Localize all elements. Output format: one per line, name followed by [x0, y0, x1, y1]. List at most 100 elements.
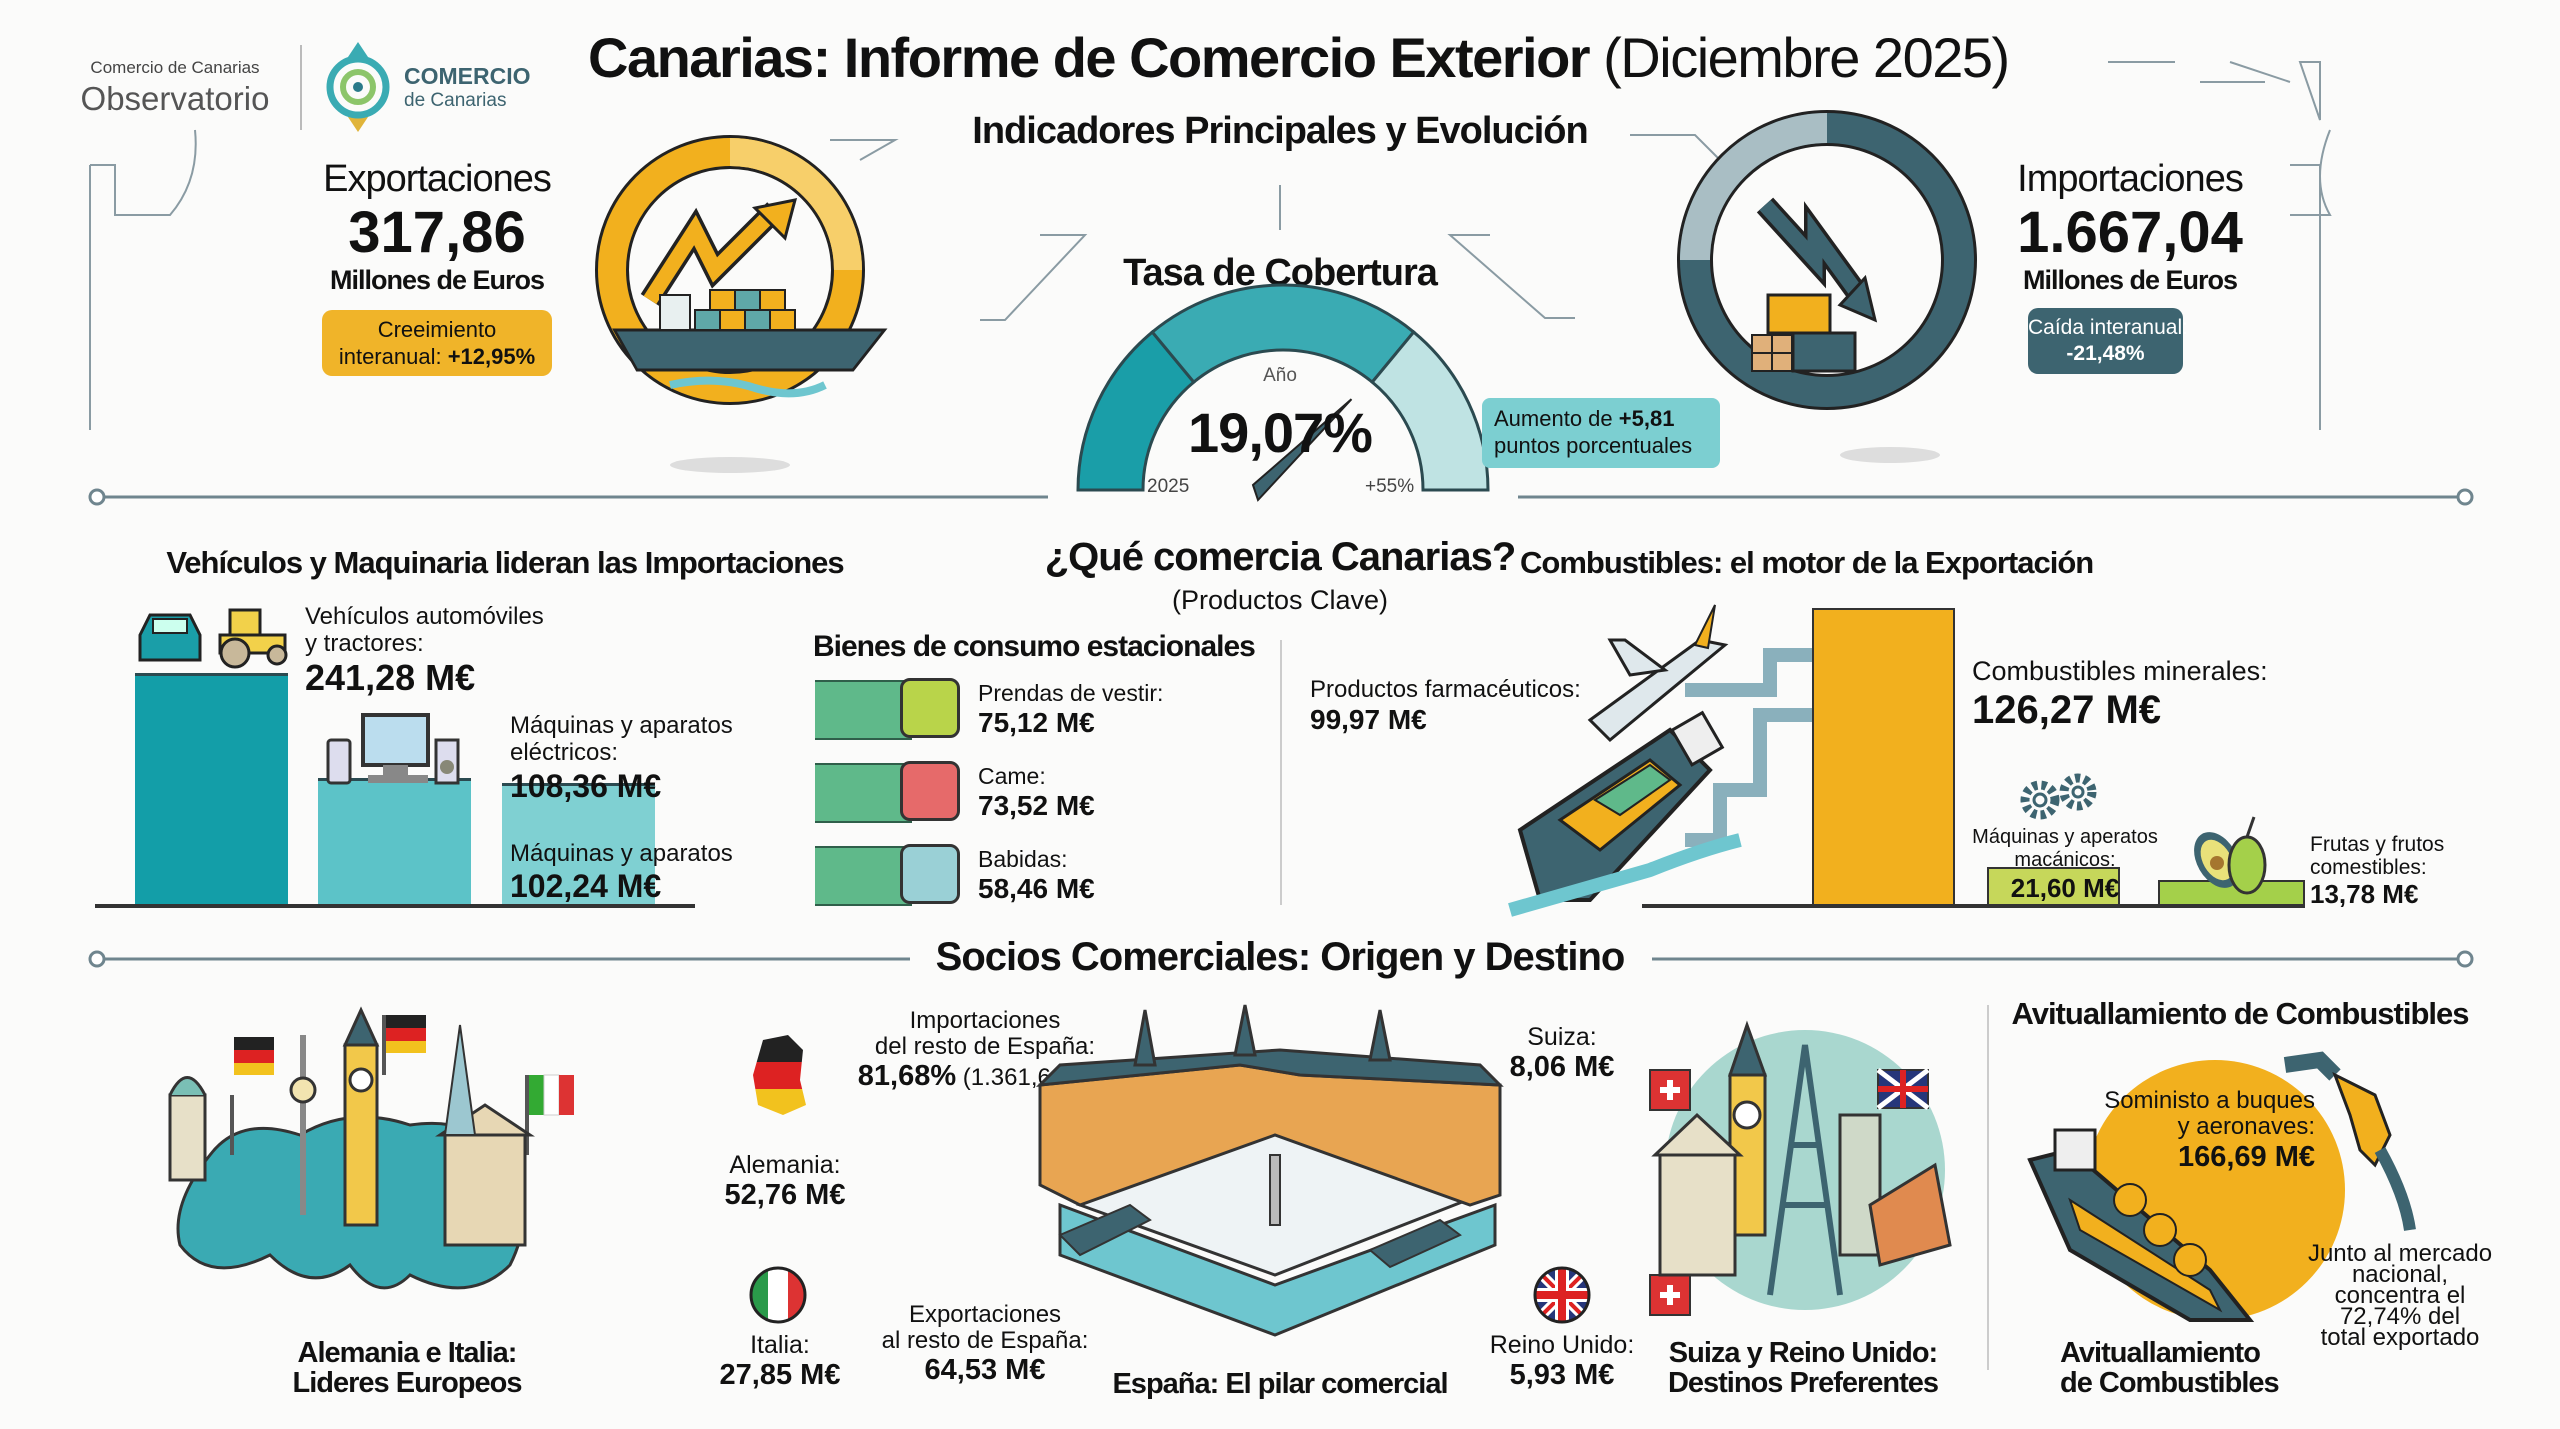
title-main: Canarias: Informe de Comercio Exterior — [588, 26, 1591, 89]
stat-value: 27,85 M€ — [719, 1359, 841, 1391]
tshirt-icon — [900, 678, 960, 738]
exports-item-3-label: Frutas y frutos comestibles: 13,78 M€ — [2310, 833, 2444, 909]
bunkering-heading: Avituallamiento de Combustibles — [2011, 996, 2469, 1031]
value: 21,60 M€ — [2010, 873, 2120, 903]
europe-caption: Alemania e Italia: Lideres Europeos — [207, 1338, 607, 1398]
observatorio-logo: Comercio de Canarias Observatorio — [60, 58, 290, 118]
partners-heading: Socios Comerciales: Origen y Destino — [935, 935, 1626, 979]
consumer-bar — [815, 680, 912, 740]
title-date: (Diciembre 2025) — [1603, 26, 2010, 89]
caption-line2: Destinos Preferentes — [1667, 1367, 1939, 1399]
section-divider — [88, 950, 2474, 968]
products-subheading: (Productos Clave) — [1171, 585, 1389, 615]
item-value: 58,46 M€ — [978, 873, 1095, 904]
imports-item-1-label: Vehículos automóviles y tractores: 241,2… — [305, 603, 544, 699]
spain-caption: España: El pilar comercial — [1112, 1368, 1448, 1400]
consumer-bar — [815, 763, 912, 823]
exports-unit: Millones de Euros — [329, 265, 545, 295]
exports-bar — [1812, 608, 1955, 905]
badge-value: +12,95% — [447, 344, 536, 369]
imports-unit: Millones de Euros — [2022, 265, 2238, 295]
badge-line1: Creeimiento — [377, 317, 497, 342]
value: 13,78 M€ — [2310, 879, 2419, 909]
badge-line1: Caída interanual: — [2028, 316, 2188, 339]
exports-products-heading: Combustibles: el motor de la Exportación — [1520, 545, 2094, 580]
plaza-mayor-illustration — [1035, 1004, 1504, 1337]
avocado-pear-icon — [2194, 816, 2267, 895]
imports-baseline — [95, 904, 695, 908]
gears-icon — [2020, 773, 2097, 820]
badge-prefix: interanual: — [338, 344, 442, 369]
italy-stat: Italia: 27,85 M€ — [680, 1330, 880, 1390]
coverage-value: 19,07% — [1188, 401, 1373, 464]
products-heading: ¿Qué comercia Canarias? — [1044, 535, 1517, 579]
callout-value: +5,81 — [1618, 406, 1675, 431]
bunkering-note: Junto al mercado nacional, concentra el 72,… — [2300, 1240, 2500, 1351]
imports-label: Importaciones — [2017, 158, 2244, 200]
stat-pct: 81,68% — [857, 1060, 957, 1092]
item-label: Prendas de vestir: — [978, 680, 1164, 706]
note-line: 72,74% del — [2339, 1303, 2461, 1330]
item-label: Babidas: — [978, 846, 1068, 872]
note-line: concentra el — [2334, 1282, 2466, 1309]
caption-line2: de Combustibles — [2060, 1367, 2280, 1399]
gauge-min-label: 2025 — [1147, 476, 1190, 497]
uk-stat: Reino Unido: 5,93 M€ — [1462, 1330, 1662, 1390]
ship-plane-pipeline-icon — [1508, 604, 1830, 917]
bunkering-supply-stat: Soministo a buques y aeronaves: 166,69 M… — [2030, 1088, 2315, 1174]
switzerland-stat: Suiza: 8,06 M€ — [1462, 1022, 1662, 1082]
exports-label: Exportaciones — [323, 158, 552, 200]
partners-divider — [1987, 1005, 1989, 1370]
note-line: total exportado — [2320, 1324, 2480, 1351]
gauge-segment — [1370, 329, 1490, 492]
label-line1: Vehículos automóviles — [305, 603, 544, 630]
stat-value: 166,69 M€ — [2177, 1141, 2315, 1173]
logo-title: Observatorio — [80, 80, 270, 117]
comercio-logo-icon — [326, 42, 390, 132]
comercio-logo-text: COMERCIO de Canarias — [404, 63, 531, 112]
note-line: nacional, — [2351, 1261, 2449, 1288]
stat-line2: del resto de España: — [874, 1033, 1096, 1060]
label-line2: y tractores: — [305, 630, 424, 657]
item-value: 73,52 M€ — [978, 790, 1095, 821]
label-line1: Máquinas y aparatos — [510, 712, 733, 739]
value: 126,27 M€ — [1972, 688, 2162, 732]
europe-landmarks-illustration — [168, 1006, 574, 1290]
stat-line1: Exportaciones — [908, 1301, 1062, 1328]
logo-divider — [300, 45, 302, 130]
page-title: Canarias: Informe de Comercio Exterior (… — [588, 25, 2010, 90]
note-line: Junto al mercado — [2307, 1240, 2493, 1267]
caption-line1: Suiza y Reino Unido: — [1668, 1337, 1938, 1369]
imports-value: 1.667,04 — [2017, 200, 2243, 265]
value: 241,28 M€ — [305, 657, 476, 698]
destinations-landmarks-illustration — [1649, 1020, 1952, 1316]
exports-item-2-label: Máquinas y aperatos macánicos: 21,60 M€ — [1960, 826, 2170, 904]
spain-exports-stat: Exportaciones al resto de España: 64,53 … — [835, 1301, 1135, 1386]
destinations-caption: Suiza y Reino Unido: Destinos Preferente… — [1603, 1338, 2003, 1398]
germany-stat: Alemania: 52,76 M€ — [685, 1150, 885, 1210]
stat-value: 52,76 M€ — [724, 1179, 846, 1211]
label-line1: Combustibles minerales: — [1972, 656, 2268, 686]
stat-value: 64,53 M€ — [924, 1354, 1046, 1386]
badge-value: -21,48% — [2066, 342, 2145, 365]
uk-flag-icon — [1533, 1266, 1591, 1324]
imports-bar — [502, 783, 655, 905]
indicators-heading: Indicadores Principales y Evolución — [972, 110, 1588, 152]
exports-kpi: Exportaciones 317,86 Millones de Euros — [287, 158, 587, 296]
label-line1: Máquinas y aperatos — [1972, 826, 2158, 848]
item-value: 75,12 M€ — [978, 707, 1095, 738]
logo2-title: COMERCIO — [404, 63, 531, 89]
imports-bar — [135, 673, 288, 905]
car-tractor-icon — [138, 608, 288, 669]
stat-line1: Soministo a buques — [2104, 1087, 2315, 1114]
stat-line2: al resto de España: — [881, 1327, 1089, 1354]
caption-line1: Avituallamiento — [2060, 1337, 2261, 1369]
exports-growth-badge: Creeimiento interanual: +12,95% — [322, 310, 552, 376]
stat-line2: y aeronaves: — [2177, 1113, 2315, 1140]
imports-products-heading: Vehículos y Maquinaria lideran las Impor… — [166, 545, 844, 580]
callout-prefix: Aumento de — [1494, 406, 1613, 431]
stat-value: 5,93 M€ — [1509, 1359, 1615, 1391]
italy-flag-icon — [749, 1266, 807, 1324]
logo-caption: Comercio de Canarias — [90, 58, 260, 77]
gauge-max-label: +55% — [1365, 476, 1415, 497]
